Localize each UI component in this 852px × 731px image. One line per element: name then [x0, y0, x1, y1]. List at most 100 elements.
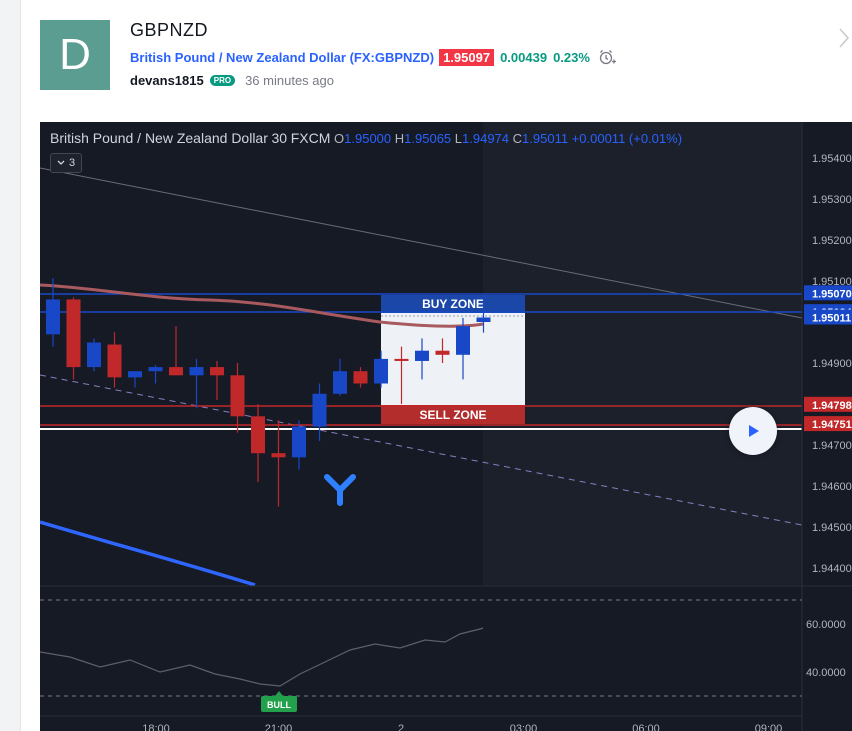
- candle: [271, 420, 286, 507]
- candle: [87, 338, 101, 372]
- legend-open-value: 1.95000: [344, 131, 392, 146]
- candle-body: [374, 358, 388, 384]
- price-tick-label: 1.95100: [812, 276, 852, 288]
- symbol-pair-link[interactable]: British Pound / New Zealand Dollar (FX:G…: [130, 49, 435, 65]
- candle-body: [271, 453, 286, 458]
- candle: [292, 420, 306, 470]
- alarm-add-icon[interactable]: [598, 48, 616, 66]
- legend-interval[interactable]: 30: [271, 130, 288, 146]
- oscillator-line: [40, 627, 484, 687]
- candle: [415, 338, 429, 380]
- candle-body: [210, 367, 224, 376]
- candle: [210, 360, 224, 400]
- candle: [46, 278, 60, 347]
- candle-body: [415, 350, 429, 361]
- price-tick-label: 1.95400: [812, 153, 852, 165]
- legend-change: +0.00011 (+0.01%): [571, 131, 683, 146]
- price-change: 0.00439: [500, 49, 548, 65]
- play-button[interactable]: [729, 407, 777, 455]
- candle-body: [333, 371, 347, 394]
- chart-widget[interactable]: BUY ZONE SELL ZONE 1.95400 1.95300 1.95200…: [40, 122, 852, 731]
- price-tick-label: 1.94900: [812, 358, 852, 370]
- price-axis-label: 1.95011: [804, 309, 852, 325]
- candle: [107, 332, 122, 388]
- candle-body: [292, 426, 306, 458]
- candle-body: [148, 367, 163, 372]
- candle: [456, 317, 470, 380]
- candle: [394, 346, 409, 404]
- price-tick-label: 1.95200: [812, 235, 852, 247]
- price-tick-label: 1.94500: [812, 522, 852, 534]
- legend-symbol-name: British Pound / New Zealand Dollar: [50, 130, 268, 146]
- moving-average-blue-line: [40, 520, 256, 587]
- legend-source: FXCM: [290, 130, 331, 146]
- price-axis-label: 1.94751: [804, 416, 852, 432]
- candle-body: [230, 375, 245, 417]
- price-axis-label-text: 1.94798: [812, 400, 852, 412]
- candle-body: [251, 416, 265, 454]
- candle: [148, 365, 163, 384]
- candle: [230, 363, 245, 433]
- chevron-right-icon[interactable]: [838, 27, 850, 49]
- candle-body: [46, 299, 60, 335]
- future-shade: [483, 122, 802, 585]
- buy-zone-label: BUY ZONE: [422, 297, 484, 311]
- price-axis: 1.954001.953001.952001.951001.949001.948…: [801, 122, 852, 731]
- legend-low-label: L: [454, 131, 463, 146]
- time-tick-label: 21:00: [265, 723, 293, 731]
- time-tick-label: 03:00: [510, 723, 538, 731]
- candle: [312, 383, 327, 441]
- chart-canvas[interactable]: BUY ZONE SELL ZONE 1.95400 1.95300 1.95200…: [40, 122, 852, 731]
- price-change-percent: 0.23%: [553, 49, 590, 65]
- collapse-indicators-button[interactable]: 3: [50, 153, 82, 173]
- legend-high-value: 1.95065: [404, 131, 452, 146]
- candle: [374, 350, 388, 388]
- candle: [476, 295, 491, 333]
- publish-time: 36 minutes ago: [245, 73, 334, 88]
- time-tick-label: 2: [398, 723, 404, 731]
- time-tick-label: 06:00: [632, 723, 660, 731]
- legend-close-value: 1.95011: [522, 131, 569, 146]
- candle-body: [353, 371, 368, 384]
- left-edge-panel: [0, 0, 21, 731]
- candle-body: [87, 342, 101, 368]
- trend-line-resistance: [40, 167, 803, 319]
- candle: [435, 338, 450, 363]
- author-name[interactable]: devans1815: [130, 73, 204, 88]
- chevron-down-icon: [57, 160, 65, 165]
- candle-body: [456, 326, 470, 355]
- buy-zone-header: [381, 295, 525, 313]
- price-axis-label-bg: [804, 309, 852, 325]
- candle-body: [128, 371, 142, 378]
- price-axis-label-bg: [804, 416, 852, 432]
- candle: [128, 371, 142, 388]
- candle-body: [476, 317, 491, 322]
- candle: [189, 358, 204, 409]
- price-axis-label-bg: [804, 285, 852, 301]
- avatar[interactable]: D: [40, 20, 110, 90]
- symbol-info-line: British Pound / New Zealand Dollar (FX:G…: [130, 48, 616, 66]
- sell-zone-label: SELL ZONE: [419, 408, 486, 422]
- candle-body: [169, 367, 183, 376]
- price-tick-label: 1.94400: [812, 563, 852, 575]
- legend-close-label: C: [512, 131, 523, 146]
- candle-body: [189, 367, 204, 376]
- oscillator-tick-60: 60.0000: [806, 619, 846, 631]
- price-axis-label-text: 1.95011: [812, 312, 851, 324]
- candle-body: [435, 350, 450, 355]
- time-axis: 18:00 21:00 2 03:00 06:00 09:00: [142, 723, 782, 731]
- candle: [169, 326, 183, 376]
- price-axis-label: 1.95070: [804, 285, 852, 301]
- price-axis-label-text: 1.95070: [812, 288, 852, 300]
- time-tick-label: 18:00: [142, 723, 170, 731]
- legend-low-value: 1.94974: [462, 131, 510, 146]
- candle: [251, 404, 265, 482]
- play-icon: [749, 425, 759, 437]
- candle-body: [312, 393, 327, 427]
- collapse-count: 3: [68, 157, 76, 169]
- sell-zone-header: [381, 405, 525, 424]
- idea-symbol-title[interactable]: GBPNZD: [130, 20, 209, 40]
- avatar-letter: D: [59, 30, 91, 79]
- candle-body: [107, 344, 122, 378]
- price-tick-label: 1.94600: [812, 481, 852, 493]
